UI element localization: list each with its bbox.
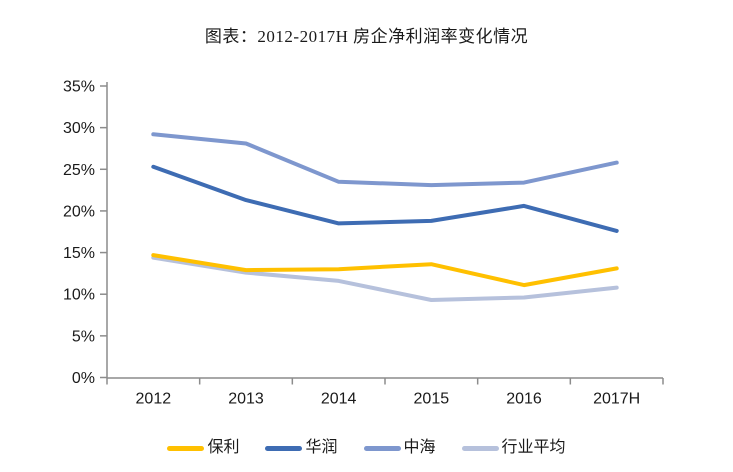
series-line-保利 [151, 253, 619, 288]
x-tick-label: 2012 [136, 391, 172, 408]
legend-label: 华润 [305, 439, 338, 456]
legend-label: 行业平均 [501, 439, 566, 456]
legend-label: 中海 [403, 439, 436, 456]
x-tick-label: 2015 [414, 391, 450, 408]
legend-item: 华润 [265, 438, 338, 458]
legend-item: 行业平均 [461, 438, 566, 458]
legend-item: 中海 [363, 438, 436, 458]
legend-item: 保利 [167, 438, 239, 458]
y-tick-label: 0% [72, 370, 95, 387]
chart-title: 图表：2012-2017H 房企净利润率变化情况 [204, 27, 529, 46]
legend-swatch-icon [265, 445, 303, 451]
y-tick-label: 20% [63, 203, 95, 220]
y-tick-label: 30% [63, 120, 95, 137]
y-tick-label: 35% [63, 79, 95, 96]
series-line-行业平均 [151, 255, 619, 302]
y-tick-label: 25% [63, 162, 95, 179]
legend-swatch-icon [461, 445, 499, 451]
x-tick-label: 2014 [321, 391, 357, 408]
chart-legend: 保利 华润 中海 行业平均 [0, 438, 733, 458]
x-tick-label: 2013 [228, 391, 264, 408]
x-tick-label: 2017H [593, 391, 640, 408]
legend-swatch-icon [363, 445, 401, 451]
series-line-中海 [151, 132, 619, 188]
y-tick-label: 10% [63, 287, 95, 304]
y-tick-label: 15% [63, 245, 95, 262]
series-line-华润 [151, 164, 619, 233]
x-tick-label: 2016 [506, 391, 542, 408]
y-tick-label: 5% [72, 328, 95, 345]
legend-label: 保利 [207, 439, 240, 456]
legend-swatch-icon [167, 445, 205, 451]
